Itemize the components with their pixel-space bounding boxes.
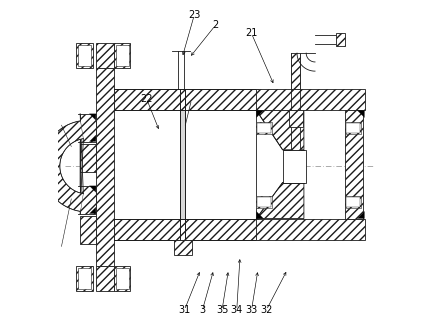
Text: 32: 32 xyxy=(260,305,273,315)
Polygon shape xyxy=(42,121,83,212)
Text: 3: 3 xyxy=(199,305,206,315)
Bar xyxy=(114,43,130,68)
Bar xyxy=(289,111,303,127)
Bar xyxy=(96,266,114,291)
Polygon shape xyxy=(357,111,365,118)
Bar xyxy=(291,53,300,89)
Bar xyxy=(345,111,363,218)
Bar xyxy=(180,89,185,240)
Text: 21: 21 xyxy=(245,28,258,38)
Bar xyxy=(76,266,93,291)
Text: 33: 33 xyxy=(246,305,258,315)
Bar xyxy=(114,111,258,218)
Bar xyxy=(256,89,365,111)
Bar xyxy=(346,197,360,207)
Bar xyxy=(345,196,361,208)
Text: 34: 34 xyxy=(230,305,243,315)
Bar xyxy=(258,123,271,133)
Text: 31: 31 xyxy=(178,305,190,315)
Bar xyxy=(80,216,96,244)
Bar xyxy=(114,89,258,111)
Bar xyxy=(76,43,93,68)
Text: 22: 22 xyxy=(140,94,153,104)
Bar xyxy=(283,150,305,183)
Polygon shape xyxy=(89,114,96,120)
Bar xyxy=(345,122,361,134)
Text: 23: 23 xyxy=(188,11,200,20)
Bar xyxy=(291,111,300,150)
Bar xyxy=(256,111,283,218)
Polygon shape xyxy=(256,183,304,218)
Bar xyxy=(256,218,365,240)
Bar xyxy=(80,186,96,214)
Polygon shape xyxy=(357,211,365,218)
Bar xyxy=(256,150,304,183)
Polygon shape xyxy=(256,111,264,118)
Bar xyxy=(78,268,91,289)
Polygon shape xyxy=(256,111,304,150)
Polygon shape xyxy=(89,207,96,214)
Bar xyxy=(115,45,129,66)
Bar xyxy=(346,123,360,133)
Bar xyxy=(96,68,114,266)
Polygon shape xyxy=(89,135,96,141)
Bar xyxy=(258,197,271,207)
Bar xyxy=(114,218,258,240)
Bar xyxy=(256,122,272,134)
Bar xyxy=(80,114,96,141)
Bar xyxy=(114,266,130,291)
Text: 35: 35 xyxy=(216,305,228,315)
Bar xyxy=(337,34,345,46)
Bar xyxy=(174,240,192,255)
Polygon shape xyxy=(256,211,264,218)
Bar xyxy=(78,45,91,66)
Bar xyxy=(256,196,272,208)
Bar xyxy=(80,144,96,172)
Text: 2: 2 xyxy=(212,20,218,30)
Polygon shape xyxy=(89,186,96,192)
Bar xyxy=(96,43,114,68)
Bar xyxy=(115,268,129,289)
